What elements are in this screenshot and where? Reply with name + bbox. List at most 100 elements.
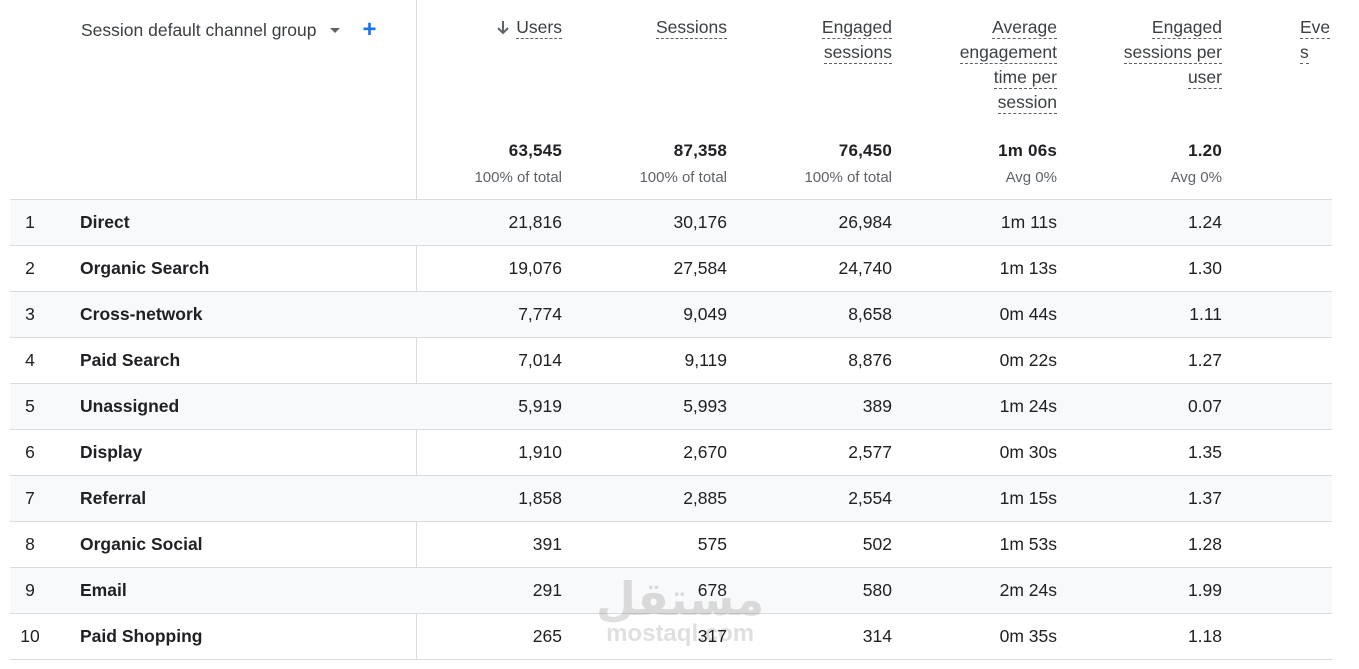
channel-name[interactable]: Organic Social xyxy=(80,534,203,554)
table-row[interactable]: 1 Direct 21,816 30,176 26,984 1m 11s 1.24 xyxy=(10,199,1332,245)
channel-name[interactable]: Cross-network xyxy=(80,304,203,324)
cell-engaged_sessions: 389 xyxy=(862,396,892,416)
cell-engaged_per_user: 1.37 xyxy=(1187,488,1222,508)
column-header-label: Average xyxy=(992,17,1057,39)
cell-users: 265 xyxy=(532,626,562,646)
row-index: 3 xyxy=(25,304,35,324)
cell-users: 21,816 xyxy=(508,212,562,232)
table-row[interactable]: 8 Organic Social 391 575 502 1m 53s 1.28 xyxy=(10,521,1332,567)
channel-name[interactable]: Email xyxy=(80,580,127,600)
channel-name[interactable]: Unassigned xyxy=(80,396,180,416)
cell-avg_engagement: 0m 35s xyxy=(999,626,1057,646)
column-header-sessions[interactable]: Sessions xyxy=(577,15,727,40)
cell-users: 5,919 xyxy=(518,396,562,416)
cell-sessions: 9,119 xyxy=(684,350,728,370)
total-value-engaged_sessions: 76,450 xyxy=(838,141,892,160)
total-subtext-users: 100% of total xyxy=(474,169,562,186)
cell-engaged_sessions: 2,577 xyxy=(848,442,892,462)
row-index: 4 xyxy=(25,350,35,370)
dimension-label: Session default channel group xyxy=(81,19,317,40)
cell-sessions: 2,670 xyxy=(683,442,727,462)
row-index: 1 xyxy=(25,212,35,232)
cell-users: 291 xyxy=(532,580,562,600)
cell-engaged_per_user: 1.24 xyxy=(1187,212,1222,232)
column-header-users[interactable]: Users xyxy=(412,15,562,43)
cell-engaged_per_user: 1.30 xyxy=(1187,258,1222,278)
total-subtext-engaged_sessions: 100% of total xyxy=(804,169,892,186)
channel-name[interactable]: Paid Search xyxy=(80,350,181,370)
cell-avg_engagement: 0m 30s xyxy=(999,442,1057,462)
channel-name[interactable]: Referral xyxy=(80,488,147,508)
total-subtext-avg_engagement: Avg 0% xyxy=(1005,169,1057,186)
cell-avg_engagement: 2m 24s xyxy=(999,580,1057,600)
column-header-label: Eve xyxy=(1300,17,1331,39)
channel-name[interactable]: Display xyxy=(80,442,143,462)
watermark: مستقل mostaql.com xyxy=(596,576,764,646)
cell-avg_engagement: 0m 22s xyxy=(999,350,1057,370)
total-subtext-sessions: 100% of total xyxy=(639,169,727,186)
column-header-events_partial[interactable]: Eve s xyxy=(1300,15,1332,65)
column-header-label: Engaged xyxy=(821,17,892,39)
channel-name[interactable]: Direct xyxy=(80,212,130,232)
column-header-engaged_per_user[interactable]: Engaged sessions per user xyxy=(1072,15,1222,90)
cell-engaged_sessions: 24,740 xyxy=(838,258,892,278)
plus-icon[interactable]: + xyxy=(362,16,377,43)
row-index: 7 xyxy=(25,488,35,508)
cell-engaged_sessions: 8,658 xyxy=(848,304,892,324)
column-header-label: engagement xyxy=(959,42,1057,64)
column-header-label: Engaged xyxy=(1151,17,1222,39)
column-header-avg_engagement[interactable]: Average engagement time per session xyxy=(907,15,1057,115)
cell-sessions: 27,584 xyxy=(673,258,727,278)
row-index: 5 xyxy=(25,396,35,416)
row-index: 10 xyxy=(20,626,40,646)
column-header-label: user xyxy=(1187,67,1222,89)
table-row[interactable]: 5 Unassigned 5,919 5,993 389 1m 24s 0.07 xyxy=(10,383,1332,429)
channel-name[interactable]: Organic Search xyxy=(80,258,210,278)
cell-engaged_per_user: 0.07 xyxy=(1187,396,1222,416)
watermark-arabic: مستقل xyxy=(596,573,765,625)
cell-engaged_sessions: 502 xyxy=(862,534,892,554)
row-index: 8 xyxy=(25,534,35,554)
caret-down-icon[interactable] xyxy=(330,27,341,33)
column-header-label: Sessions xyxy=(655,17,727,39)
cell-engaged_per_user: 1.99 xyxy=(1187,580,1222,600)
cell-avg_engagement: 1m 13s xyxy=(999,258,1057,278)
row-index: 6 xyxy=(25,442,35,462)
cell-users: 1,910 xyxy=(518,442,562,462)
cell-sessions: 9,049 xyxy=(683,304,727,324)
dimension-header: Session default channel group + xyxy=(81,18,376,42)
cell-engaged_sessions: 314 xyxy=(862,626,892,646)
table-row[interactable]: 4 Paid Search 7,014 9,119 8,876 0m 22s 1.27 xyxy=(10,337,1332,383)
cell-engaged_per_user: 1.35 xyxy=(1187,442,1222,462)
cell-engaged_per_user: 1.18 xyxy=(1187,626,1222,646)
cell-engaged_sessions: 8,876 xyxy=(848,350,892,370)
cell-engaged_sessions: 580 xyxy=(862,580,892,600)
table-row[interactable]: 2 Organic Search 19,076 27,584 24,740 1m 13s 1… xyxy=(10,245,1332,291)
column-header-label: sessions xyxy=(823,42,892,64)
cell-users: 7,774 xyxy=(518,304,562,324)
cell-avg_engagement: 1m 15s xyxy=(999,488,1057,508)
cell-sessions: 2,885 xyxy=(683,488,727,508)
column-header-engaged_sessions[interactable]: Engaged sessions xyxy=(742,15,892,65)
cell-users: 19,076 xyxy=(508,258,562,278)
table-row[interactable]: 3 Cross-network 7,774 9,049 8,658 0m 44s 1.11 xyxy=(10,291,1332,337)
cell-avg_engagement: 1m 24s xyxy=(999,396,1057,416)
table-row[interactable]: 7 Referral 1,858 2,885 2,554 1m 15s 1.37 xyxy=(10,475,1332,521)
table-row[interactable]: 10 Paid Shopping 265 317 314 0m 35s 1.18 xyxy=(10,613,1332,660)
column-header-label: time per xyxy=(993,67,1057,89)
cell-users: 391 xyxy=(532,534,562,554)
table-row[interactable]: 9 Email 291 678 580 2m 24s 1.99 xyxy=(10,567,1332,613)
row-index: 2 xyxy=(25,258,35,278)
table-row[interactable]: 6 Display 1,910 2,670 2,577 0m 30s 1.35 xyxy=(10,429,1332,475)
cell-sessions: 30,176 xyxy=(673,212,727,232)
cell-users: 7,014 xyxy=(518,350,562,370)
cell-engaged_sessions: 2,554 xyxy=(848,488,892,508)
cell-sessions: 317 xyxy=(697,626,727,646)
column-header-label: Users xyxy=(516,17,562,39)
watermark-latin: mostaql.com xyxy=(606,620,755,647)
cell-avg_engagement: 1m 11s xyxy=(1000,212,1057,232)
cell-engaged_sessions: 26,984 xyxy=(838,212,892,232)
channel-name[interactable]: Paid Shopping xyxy=(80,626,203,646)
row-index: 9 xyxy=(25,580,35,600)
column-header-label: session xyxy=(997,92,1057,114)
